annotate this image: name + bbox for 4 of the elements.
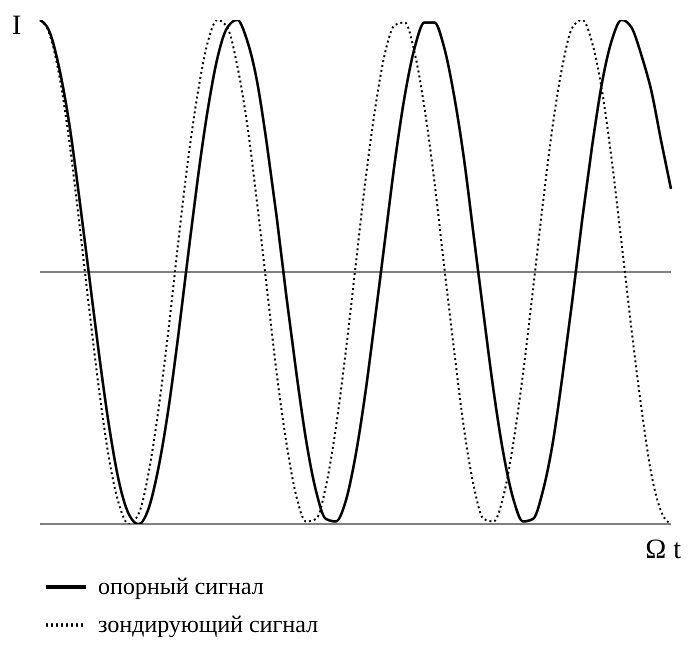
legend-label: опорный сигнал [98, 574, 264, 600]
legend-label: зондирующий сигнал [98, 612, 318, 638]
y-axis-title: I [12, 10, 22, 42]
x-axis-title: Ω t [645, 534, 681, 566]
